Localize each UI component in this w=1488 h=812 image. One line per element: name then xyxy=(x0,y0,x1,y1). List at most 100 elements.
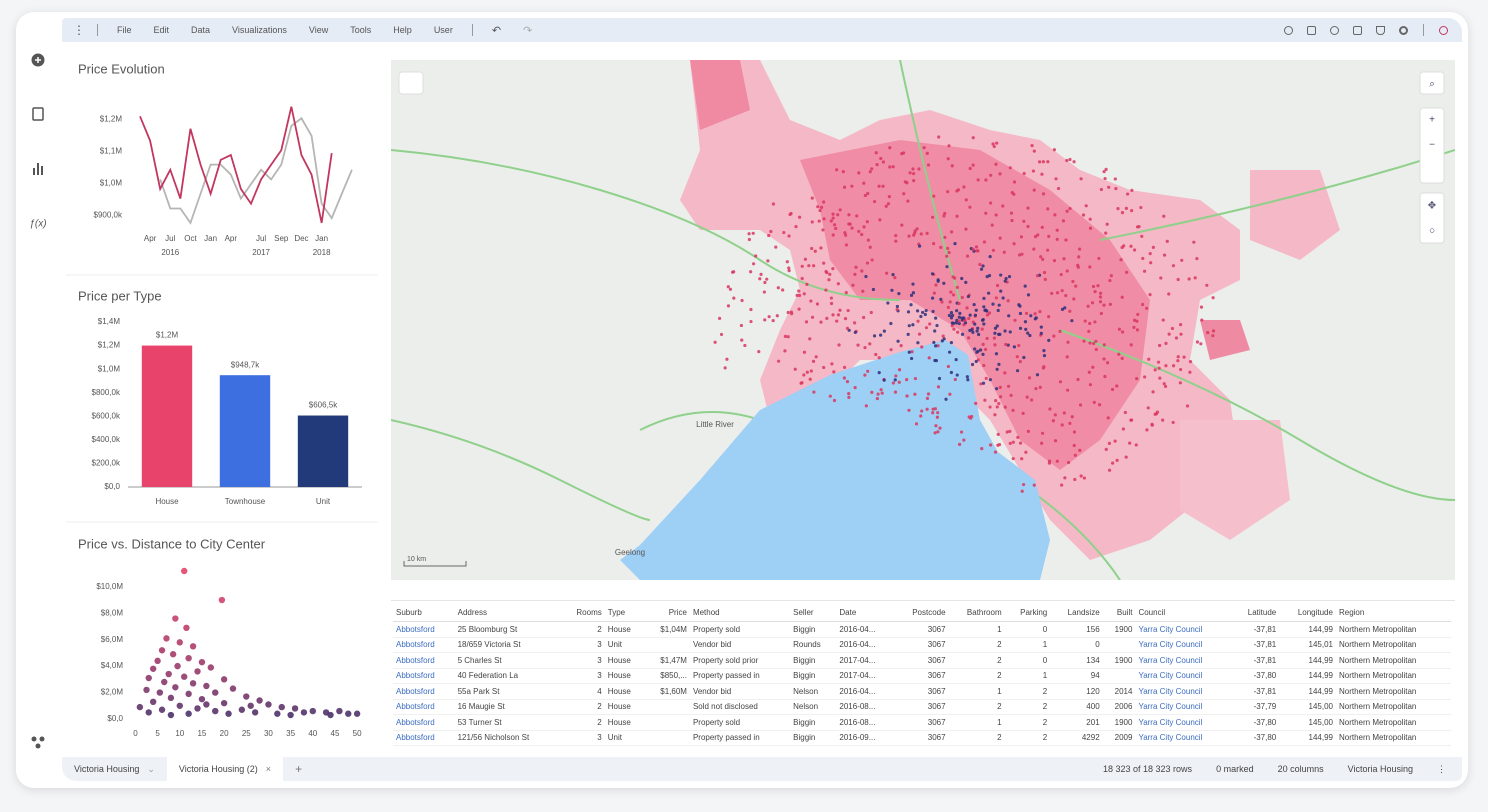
lock-icon[interactable] xyxy=(1307,25,1316,35)
listing-dot xyxy=(1058,380,1063,384)
column-header[interactable]: Built xyxy=(1102,604,1136,622)
page-tab[interactable]: Victoria Housing (2) × xyxy=(166,757,284,781)
menu-item[interactable]: Help xyxy=(393,25,412,35)
listing-dot xyxy=(1040,172,1044,176)
search-button[interactable] xyxy=(1419,71,1445,95)
menu-item[interactable]: Data xyxy=(191,25,211,35)
filter-icon[interactable] xyxy=(1376,25,1385,35)
menu-item[interactable]: View xyxy=(308,25,329,35)
settings-icon[interactable] xyxy=(1399,25,1408,35)
column-header[interactable]: Postcode xyxy=(894,604,949,622)
column-header[interactable]: Latitude xyxy=(1231,604,1280,622)
listing-dot xyxy=(749,270,753,274)
listing-dot xyxy=(1135,225,1140,229)
listing-dot xyxy=(934,283,938,287)
table-cell: -37,81 xyxy=(1231,652,1280,669)
fx-icon[interactable]: ƒ(x) xyxy=(29,219,46,230)
listing-dot xyxy=(939,297,943,301)
listing-dot xyxy=(1024,327,1028,331)
separator xyxy=(471,24,473,36)
listing-dot xyxy=(1024,450,1028,454)
listing-dot xyxy=(1025,395,1029,399)
menu-item[interactable]: Edit xyxy=(153,25,170,35)
undo[interactable]: ↶ xyxy=(491,24,502,37)
listing-dot xyxy=(1079,474,1083,478)
column-header[interactable]: Suburb xyxy=(393,604,455,622)
viz-icon[interactable] xyxy=(33,163,43,175)
menu-item[interactable]: Visualizations xyxy=(232,25,287,35)
menu-dots[interactable]: ⋮ xyxy=(73,23,85,37)
listing-dot xyxy=(1111,461,1115,465)
listing-dot xyxy=(906,199,910,203)
add-tab[interactable]: + xyxy=(295,762,303,776)
more[interactable]: ⋮ xyxy=(1437,763,1446,774)
listing-dot xyxy=(818,208,822,213)
listing-dot xyxy=(979,382,983,386)
listing-dot xyxy=(1035,274,1040,278)
user-icon[interactable] xyxy=(1439,25,1448,35)
column-header[interactable]: Method xyxy=(689,604,791,622)
column-header[interactable]: Seller xyxy=(790,604,837,622)
menu-item[interactable]: File xyxy=(117,25,132,35)
y-tick-label: $1,2M xyxy=(100,114,123,123)
listing-dot xyxy=(982,240,987,244)
listing-dot xyxy=(1047,338,1051,342)
listing-dot xyxy=(1098,300,1103,304)
column-header[interactable]: Longitude xyxy=(1279,604,1336,622)
column-header[interactable]: Bathroom xyxy=(948,604,1005,622)
listing-dot xyxy=(815,302,820,306)
column-header[interactable]: Rooms xyxy=(561,604,605,622)
table-cell: Yarra City Council xyxy=(1135,683,1232,700)
share-icon[interactable] xyxy=(31,736,45,749)
menu-item[interactable]: Tools xyxy=(350,25,372,35)
listing-dot xyxy=(1162,382,1166,386)
listing-dot xyxy=(999,289,1003,293)
table-cell: Biggin xyxy=(790,621,837,638)
listing-dot xyxy=(950,164,954,168)
point xyxy=(256,697,263,704)
data-icon[interactable] xyxy=(32,107,44,121)
listing-dot xyxy=(1120,295,1124,299)
layers-button[interactable] xyxy=(398,71,424,95)
listing-dot xyxy=(950,324,954,328)
column-header[interactable]: Region xyxy=(1335,604,1451,622)
page-tab[interactable]: Victoria Housing ⌄ xyxy=(74,763,155,775)
column-header[interactable]: Address xyxy=(454,604,562,622)
listing-dot xyxy=(1051,419,1055,423)
column-header[interactable]: Council xyxy=(1135,604,1232,622)
menu-item[interactable]: User xyxy=(433,25,453,35)
listing-dot xyxy=(934,344,938,348)
listing-dot xyxy=(1009,393,1013,397)
listing-dot xyxy=(980,446,984,451)
listing-dot xyxy=(790,312,794,316)
listing-dot xyxy=(1064,293,1068,298)
search-icon[interactable] xyxy=(1330,25,1339,35)
refresh-icon[interactable] xyxy=(1284,25,1293,35)
column-header[interactable]: Price xyxy=(644,604,690,622)
redo[interactable]: ↷ xyxy=(523,24,533,37)
listing-dot xyxy=(1054,177,1058,181)
tool-controls[interactable] xyxy=(1419,192,1445,244)
listing-dot xyxy=(875,162,879,167)
listing-dot xyxy=(1132,248,1137,252)
listing-dot xyxy=(1115,458,1119,462)
listing-dot xyxy=(924,308,928,313)
table-cell: 2 xyxy=(561,699,605,715)
column-header[interactable]: Landsize xyxy=(1050,604,1103,622)
listing-dot xyxy=(874,352,878,357)
zoom-controls[interactable] xyxy=(1419,107,1445,184)
listing-dot xyxy=(980,327,984,331)
bookmark-icon[interactable] xyxy=(1353,25,1362,35)
listing-dot xyxy=(1200,318,1204,322)
listing-dot xyxy=(912,171,916,176)
data-source[interactable]: Victoria Housing xyxy=(1347,764,1413,774)
listing-dot xyxy=(758,277,762,281)
table-cell: 53 Turner St xyxy=(454,714,562,731)
listing-dot xyxy=(769,229,773,234)
listing-dot xyxy=(1193,276,1197,280)
listing-dot xyxy=(1078,448,1082,453)
column-header[interactable]: Parking xyxy=(1004,604,1051,622)
listing-dot xyxy=(931,411,935,415)
column-header[interactable]: Date xyxy=(836,604,895,622)
column-header[interactable]: Type xyxy=(604,604,645,622)
